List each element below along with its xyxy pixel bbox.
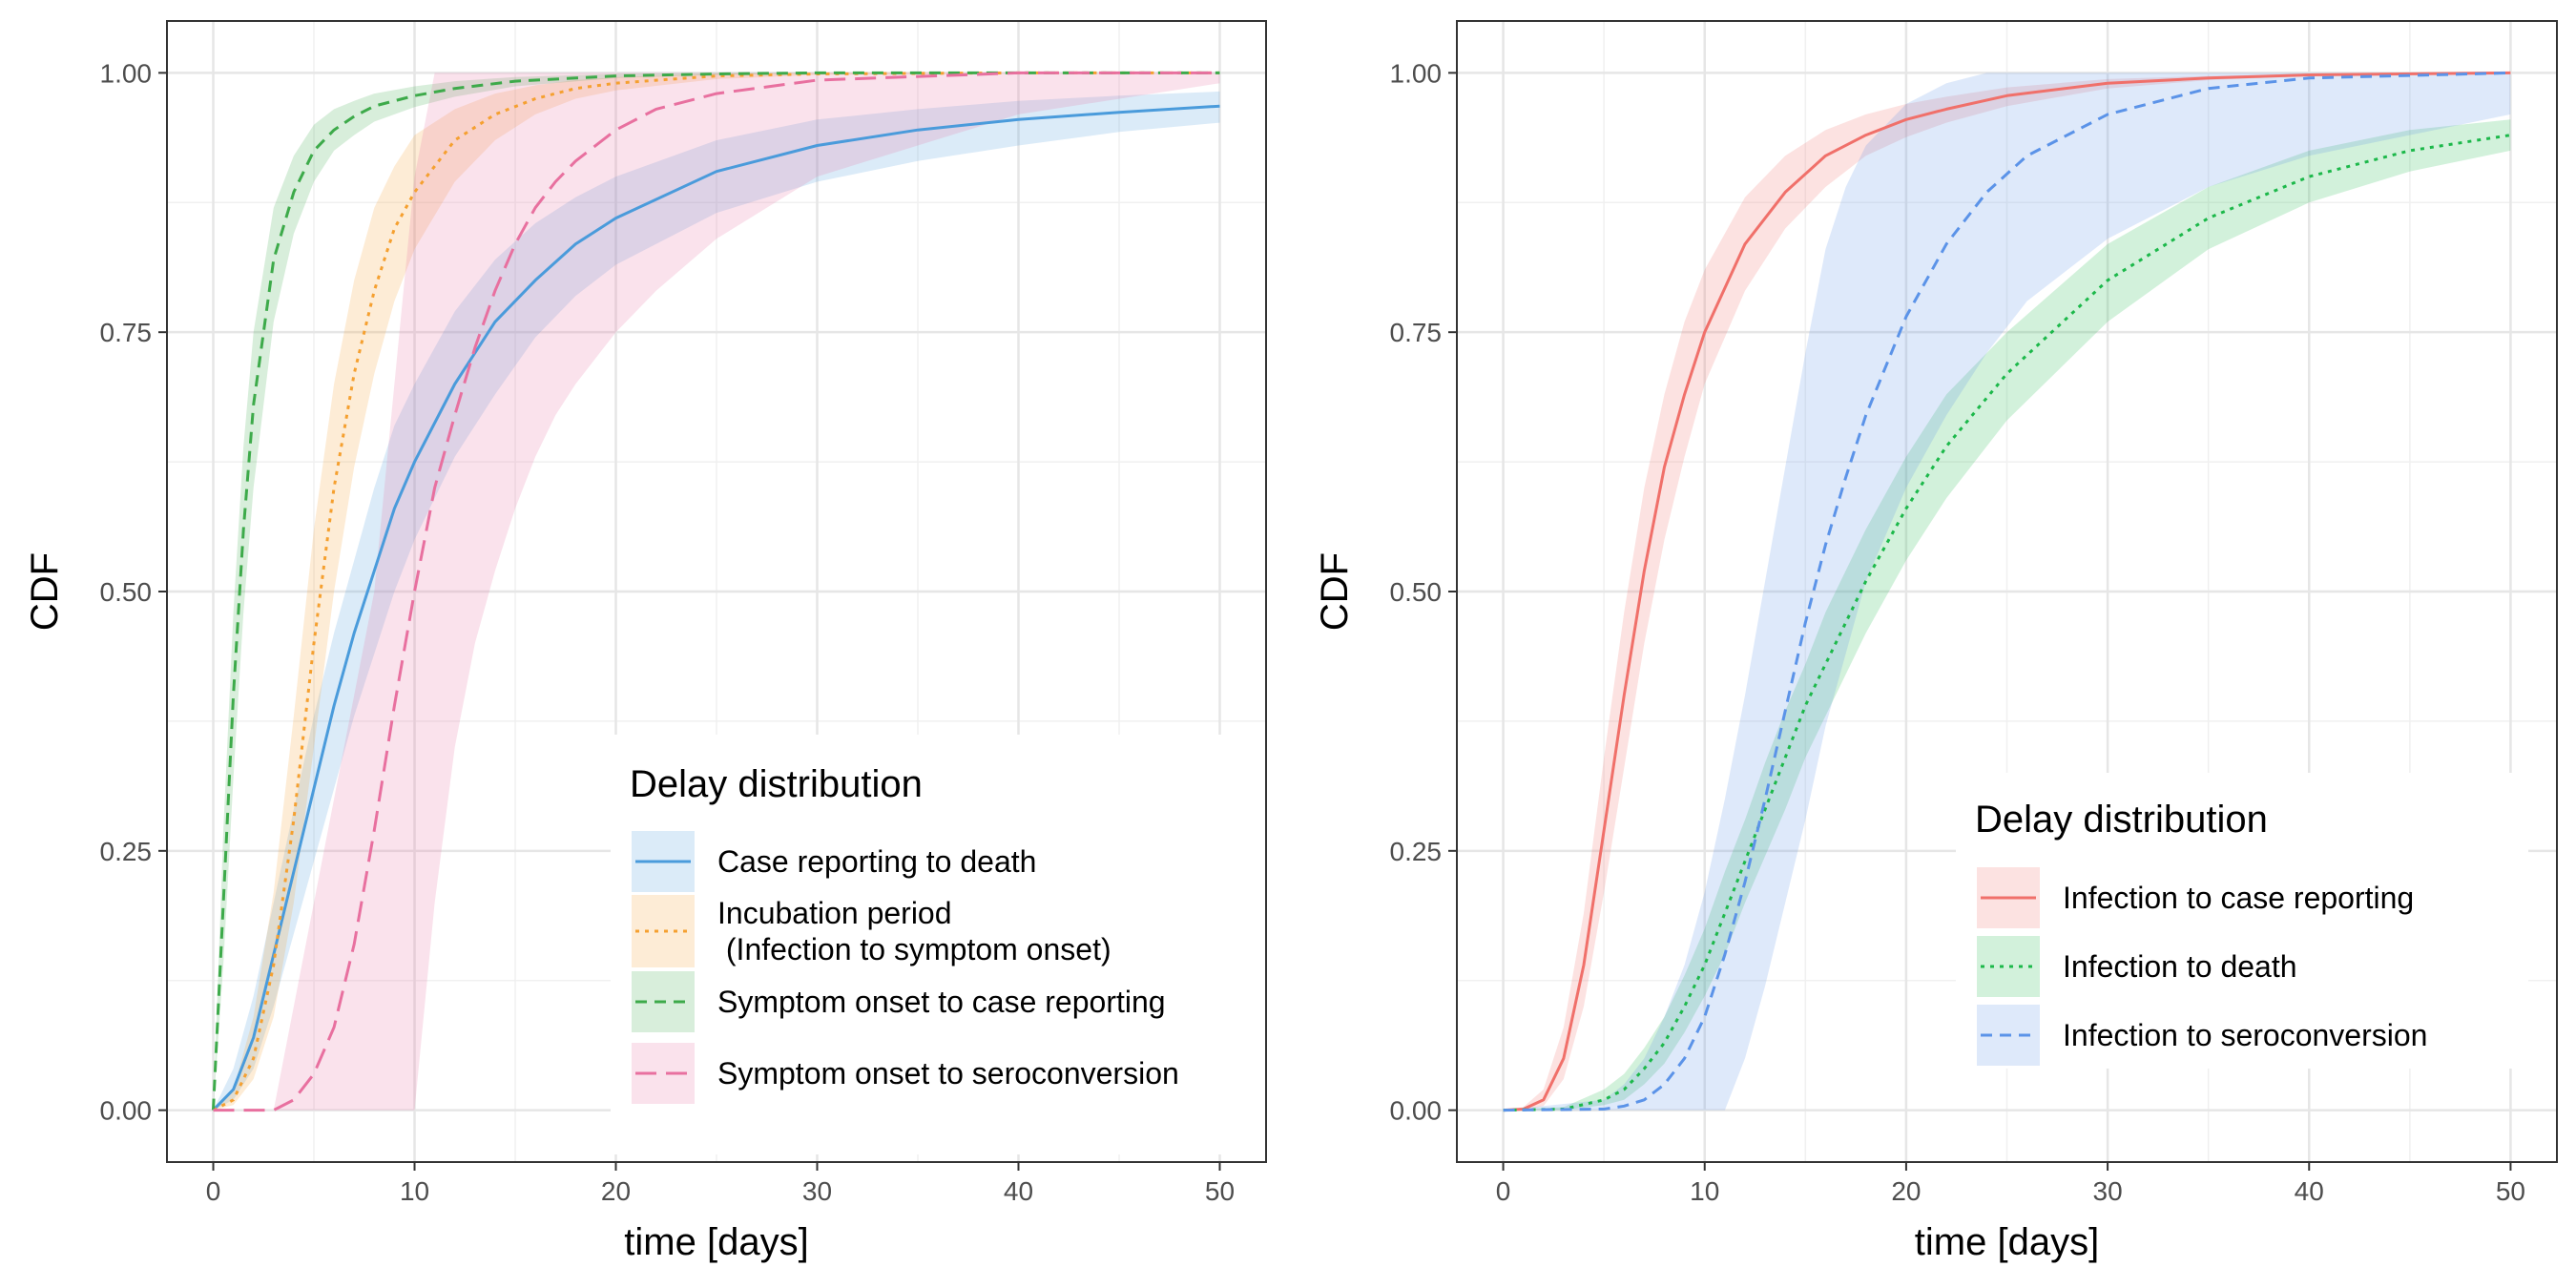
x-tick-label: 40	[1004, 1176, 1033, 1206]
x-tick-label: 20	[601, 1176, 631, 1206]
legend-label: Infection to death	[2063, 949, 2297, 984]
x-tick-label: 50	[1205, 1176, 1235, 1206]
x-tick-label: 30	[802, 1176, 832, 1206]
legend-background	[611, 735, 1266, 1154]
x-tick-label: 0	[1496, 1176, 1511, 1206]
ribbon-case-reporting-to-death	[213, 91, 1220, 1111]
ribbon-symptom-onset-to-case-reporting	[213, 73, 1220, 1111]
x-tick-label: 0	[206, 1176, 221, 1206]
x-tick-label: 50	[2496, 1176, 2525, 1206]
legend-label: Symptom onset to case reporting	[717, 985, 1166, 1019]
series-line-infection-to-seroconversion	[1503, 71, 2511, 1112]
x-tick-label: 30	[2093, 1176, 2123, 1206]
series-line-symptom-onset-to-seroconversion	[213, 71, 1220, 1112]
y-tick-label: 1.00	[1390, 58, 1443, 88]
x-tick-label: 40	[2295, 1176, 2324, 1206]
legend: Delay distribution Case reporting to deat…	[611, 735, 1266, 1154]
x-axis-title: time [days]	[624, 1221, 808, 1263]
y-axis-title: CDF	[1314, 552, 1356, 631]
y-tick-label: 0.75	[100, 318, 153, 347]
x-tick-label: 10	[400, 1176, 429, 1206]
ribbon-symptom-onset-to-seroconversion	[213, 73, 1220, 1111]
y-tick-label: 0.00	[100, 1096, 153, 1126]
x-tick-label: 20	[1891, 1176, 1921, 1206]
series-line-infection-to-case-reporting	[1503, 71, 2511, 1112]
legend-label: Infection to case reporting	[2063, 881, 2414, 915]
series-line-symptom-onset-to-case-reporting	[212, 71, 1220, 1111]
legend-label: Case reporting to death	[717, 844, 1036, 879]
legend-title: Delay distribution	[630, 763, 923, 805]
y-tick-label: 0.25	[100, 837, 153, 866]
x-tick-label: 10	[1690, 1176, 1719, 1206]
series-line-infection-to-death	[1503, 134, 2511, 1112]
x-axis-title: time [days]	[1915, 1221, 2099, 1263]
series-line-case-reporting-to-death	[212, 104, 1220, 1111]
ribbon-infection-to-death	[1503, 119, 2511, 1111]
legend-label: Infection to seroconversion	[2063, 1018, 2427, 1052]
y-axis-title: CDF	[24, 552, 66, 631]
legend-title: Delay distribution	[1975, 799, 2268, 841]
chart-left: Delay distribution Case reporting to deat…	[24, 20, 1267, 1263]
chart-right: Delay distribution Infection to case repo…	[1314, 20, 2558, 1263]
y-tick-label: 0.00	[1390, 1096, 1443, 1126]
y-tick-label: 0.50	[100, 577, 153, 607]
legend-background	[1956, 773, 2528, 1069]
legend-label: Incubation period (Infection to symptom …	[717, 896, 1111, 966]
legend: Delay distribution Infection to case repo…	[1956, 773, 2528, 1069]
ribbon-infection-to-seroconversion	[1503, 73, 2511, 1111]
y-tick-label: 1.00	[100, 58, 153, 88]
y-tick-label: 0.50	[1390, 577, 1443, 607]
y-tick-label: 0.75	[1390, 318, 1443, 347]
legend-label: Symptom onset to seroconversion	[717, 1056, 1179, 1091]
y-tick-label: 0.25	[1390, 837, 1443, 866]
